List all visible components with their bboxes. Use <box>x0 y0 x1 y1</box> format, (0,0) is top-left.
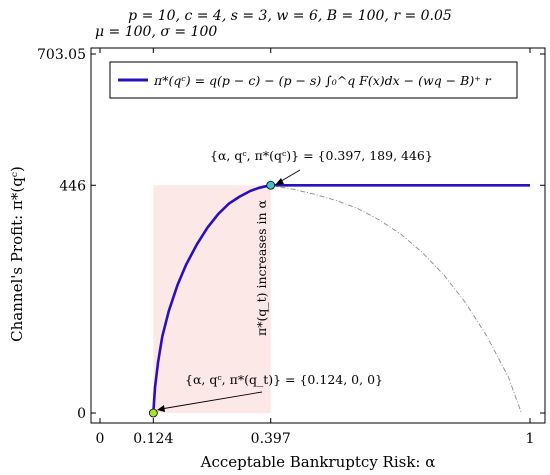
legend: π*(qᶜ) = q(p − c) − (p − s) ∫₀^q F(x)dx … <box>109 61 518 99</box>
annotation-start-text: {α, qᶜ, π*(q_t)} = {0.124, 0, 0} <box>185 372 383 387</box>
y-tick-label: 703.05 <box>37 47 86 63</box>
annotation-increase-text: π*(q_t) increases in α <box>254 199 269 336</box>
title: p = 10, c = 4, s = 3, w = 6, B = 100, r … <box>95 8 452 40</box>
x-axis-label: Acceptable Bankruptcy Risk: α <box>200 453 436 471</box>
annotation-start-arrow <box>160 391 263 410</box>
data-point-marker <box>148 408 158 418</box>
legend-box <box>109 61 518 99</box>
series-group <box>152 184 530 414</box>
annotation-optimal-text: {α, qᶜ, π*(qᶜ)} = {0.397, 189, 446} <box>210 148 433 163</box>
points-group <box>148 180 276 418</box>
annotation-optimal-arrowhead <box>275 178 284 185</box>
title-line-2: μ = 100, σ = 100 <box>95 24 217 40</box>
x-ticks: 0 0.124 0.397 1 <box>96 48 535 447</box>
y-axis-label: Channel's Profit: π*(qᶜ) <box>8 166 26 342</box>
title-line-1: p = 10, c = 4, s = 3, w = 6, B = 100, r … <box>128 8 452 24</box>
y-ticks: 0 446 703.05 <box>37 47 545 422</box>
annotation-start-arrowhead <box>157 405 165 412</box>
y-tick-label: 0 <box>77 406 86 422</box>
annotation-optimal: {α, qᶜ, π*(qᶜ)} = {0.397, 189, 446} <box>210 148 433 185</box>
legend-entry-label: π*(qᶜ) = q(p − c) − (p − s) ∫₀^q F(x)dx … <box>153 73 492 88</box>
series-line-decline <box>270 184 522 414</box>
x-tick-label: 1 <box>526 431 535 447</box>
x-tick-label: 0.124 <box>133 431 173 447</box>
x-tick-label: 0 <box>96 431 105 447</box>
y-tick-label: 446 <box>59 178 86 194</box>
x-tick-label: 0.397 <box>251 431 291 447</box>
data-point-marker <box>266 180 276 190</box>
annotation-start: {α, qᶜ, π*(q_t)} = {0.124, 0, 0} <box>157 372 383 412</box>
plot-frame <box>90 47 546 424</box>
series-line-profit <box>152 184 530 414</box>
